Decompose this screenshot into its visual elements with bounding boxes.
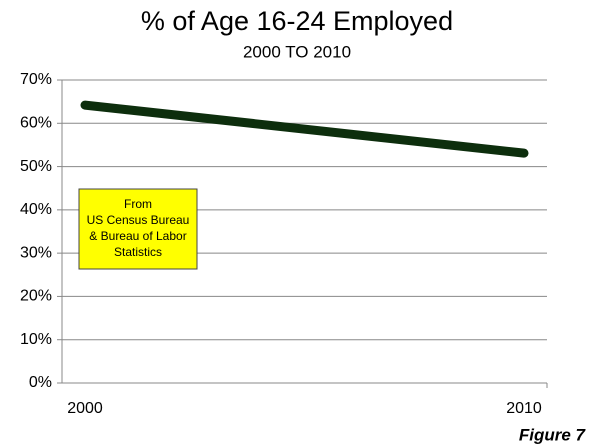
chart-subtitle: 2000 TO 2010 [243, 42, 351, 61]
x-tick-label: 2010 [506, 400, 542, 417]
y-tick-label: 30% [20, 244, 52, 261]
y-tick-label: 0% [29, 374, 52, 391]
annotation-box [78, 188, 198, 270]
y-tick-label: 10% [20, 331, 52, 348]
data-line [80, 100, 529, 158]
annotation-text: & Bureau of Labor [89, 229, 186, 243]
y-tick-label: 50% [20, 158, 52, 175]
y-tick-label: 60% [20, 115, 52, 132]
x-tick-label: 2000 [67, 400, 103, 417]
y-tick-label: 20% [20, 288, 52, 305]
chart-title: % of Age 16-24 Employed [141, 6, 453, 36]
annotation-text: US Census Bureau [87, 213, 190, 227]
annotation-text: From [124, 197, 152, 211]
y-tick-label: 70% [20, 71, 52, 88]
y-tick-label: 40% [20, 201, 52, 218]
annotation-text: Statistics [114, 245, 162, 259]
figure-label: Figure 7 [519, 425, 587, 444]
